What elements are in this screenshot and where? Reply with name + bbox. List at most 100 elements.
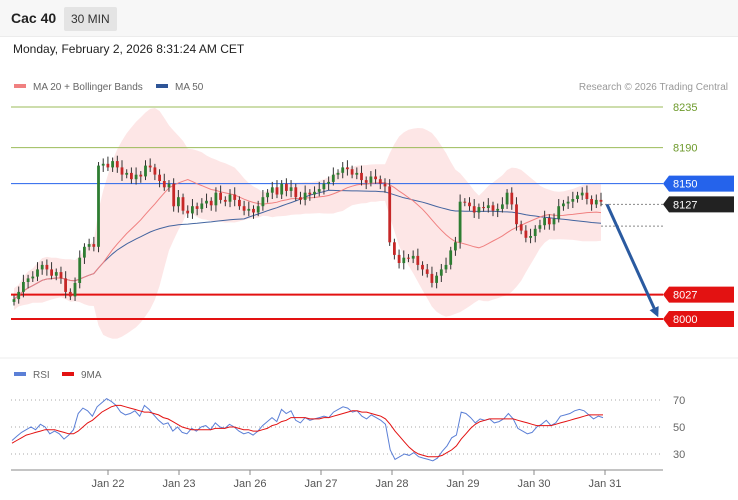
price-tag-8150: 8150: [663, 175, 734, 192]
candle: [501, 197, 504, 213]
bollinger-band: [14, 108, 601, 339]
candle: [172, 178, 176, 212]
candle-body-down: [294, 187, 298, 198]
price-tag-8127: 8127: [663, 196, 734, 213]
candle-body-up: [331, 174, 335, 182]
candle: [101, 158, 105, 172]
candle-body-down: [299, 197, 302, 200]
rsi-legend: RSI 9MA: [14, 370, 102, 381]
candle: [115, 155, 119, 173]
candle: [83, 243, 86, 264]
candle: [195, 202, 199, 216]
candle: [219, 185, 222, 204]
candle-body-down: [209, 200, 213, 206]
candle: [87, 238, 91, 251]
chart-header: Cac 40 30 MIN: [0, 0, 738, 37]
x-tick-label: Jan 26: [233, 478, 266, 490]
candle: [233, 187, 237, 207]
candle-body-up: [87, 244, 91, 247]
legend-swatch: [62, 372, 74, 376]
candle-body-down: [181, 197, 185, 211]
candle: [350, 165, 354, 179]
candle-body-up: [322, 183, 326, 190]
x-tick-label: Jan 23: [162, 478, 195, 490]
candle: [388, 179, 392, 246]
candle: [158, 169, 161, 188]
candle-body-down: [285, 183, 288, 191]
candle: [393, 238, 396, 260]
candle-body-up: [270, 187, 274, 193]
candle: [125, 169, 129, 179]
candle: [599, 192, 603, 207]
candle: [303, 185, 307, 206]
candle-body-up: [355, 172, 359, 175]
candle-body-up: [78, 257, 82, 283]
candle-body-up: [22, 282, 25, 292]
candle: [177, 189, 180, 213]
projection-arrow: [605, 203, 659, 318]
x-tick-label: Jan 28: [375, 478, 408, 490]
candle-body-down: [547, 218, 551, 225]
candle: [111, 157, 114, 172]
candle-body-up: [101, 163, 105, 166]
candle-body-down: [233, 194, 237, 200]
candle: [430, 266, 434, 288]
candle: [454, 236, 457, 256]
candle-body-up: [336, 172, 340, 175]
candle-body-up: [247, 208, 251, 211]
candle: [594, 194, 598, 209]
legend-swatch: [156, 84, 168, 88]
level-label-8235: 8235: [673, 102, 697, 114]
candle: [228, 189, 232, 208]
candle: [491, 201, 495, 217]
candle-body-down: [430, 273, 434, 283]
candle: [482, 201, 485, 212]
candle: [256, 200, 260, 217]
candle: [144, 160, 147, 181]
candle: [557, 199, 561, 223]
candle: [416, 248, 420, 271]
candle-body-up: [327, 181, 330, 184]
candle-body-down: [238, 199, 241, 207]
candle-body-down: [482, 207, 485, 209]
candle-body-down: [115, 161, 119, 168]
candle: [242, 200, 246, 216]
candle: [331, 167, 335, 186]
candle: [120, 160, 124, 181]
candle-body-down: [68, 291, 72, 297]
candle: [576, 191, 579, 203]
candle-body-down: [599, 199, 603, 202]
candle: [153, 163, 157, 181]
candle-body-down: [242, 206, 246, 211]
candle: [444, 257, 448, 273]
candle-body-up: [529, 236, 532, 238]
candle-body-down: [590, 199, 593, 205]
candle: [397, 249, 401, 269]
candle-body-up: [496, 208, 500, 211]
price-tag-box: [663, 196, 734, 213]
candle: [280, 180, 284, 200]
legend-label: MA 50: [175, 82, 204, 93]
candle-body-up: [341, 167, 345, 173]
candle: [360, 165, 363, 186]
candle-body-up: [562, 203, 565, 207]
candle-body-up: [449, 250, 453, 265]
candle: [472, 199, 476, 218]
candle-body-down: [407, 257, 410, 259]
symbol-title: Cac 40: [11, 10, 57, 26]
candle-body-down: [186, 210, 190, 214]
candle-body-down: [585, 192, 589, 199]
time-axis: Jan 22 Jan 23 Jan 26 Jan 27 Jan 28 Jan 29 Jan …: [11, 469, 663, 490]
candle: [223, 196, 227, 207]
candle: [590, 195, 593, 211]
candle: [50, 262, 53, 280]
candle: [552, 213, 556, 231]
interval-badge[interactable]: 30 MIN: [64, 7, 117, 31]
candle: [571, 191, 575, 209]
candle: [191, 199, 194, 219]
rsi-tick-label: 50: [673, 422, 685, 434]
candle-body-down: [308, 192, 312, 195]
candle-body-down: [92, 244, 96, 247]
candle: [374, 169, 377, 184]
candle-body-down: [472, 206, 476, 213]
